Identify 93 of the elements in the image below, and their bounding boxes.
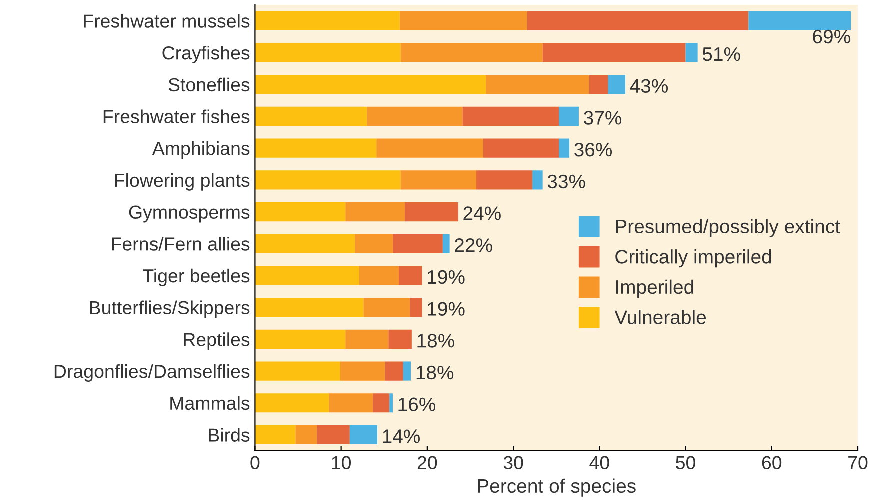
legend-label: Critically imperiled (616, 250, 772, 268)
bar (255, 138, 377, 158)
bar (346, 330, 389, 349)
y-tick-label: Flowering plants (115, 173, 250, 191)
legend-label: Vulnerable (614, 310, 706, 324)
legend-label: Presumed/possibly extinct (616, 219, 840, 238)
bar (255, 170, 401, 190)
bar (346, 202, 406, 222)
x-tick-label: 60 (762, 456, 782, 470)
bar (255, 362, 340, 381)
total-label: 19% (428, 270, 465, 284)
y-tick-label: Amphibians (152, 142, 250, 160)
y-tick-label: Reptiles (184, 332, 250, 350)
total-label: 14% (383, 430, 420, 444)
bar (385, 362, 404, 381)
bar (255, 234, 356, 254)
bar (359, 266, 400, 286)
bar (542, 43, 686, 62)
bar (748, 11, 852, 30)
y-tick-label: Butterflies/Skippers (90, 300, 250, 318)
x-tick-label: 40 (590, 456, 610, 470)
y-tick-label: Freshwater fishes (104, 110, 250, 124)
bar (355, 234, 393, 254)
total-label: 33% (548, 174, 586, 189)
bar (400, 43, 543, 62)
bar (403, 362, 412, 381)
total-label: 19% (428, 302, 465, 316)
bar (405, 202, 458, 222)
bar (367, 106, 463, 126)
x-tick-label: 20 (418, 456, 438, 470)
y-tick-label: Ferns/Fern allies (112, 237, 250, 251)
bar (373, 394, 390, 413)
y-tick-label: Crayfishes (162, 46, 250, 64)
bar (686, 43, 698, 62)
y-tick-label: Dragonflies/Damselflies (54, 364, 250, 382)
bar (399, 266, 422, 286)
bar (483, 138, 560, 158)
y-tick-label: Mammals (170, 396, 250, 410)
bar (255, 298, 364, 318)
y-tick-label: Freshwater mussels (84, 14, 250, 28)
bar (390, 394, 393, 413)
bar (376, 138, 484, 158)
bar (296, 425, 318, 445)
bar (400, 11, 528, 30)
bar (589, 75, 608, 94)
bar (559, 106, 579, 126)
x-tick-label: 50 (676, 456, 696, 470)
bar (329, 394, 374, 413)
bar (340, 362, 386, 381)
y-tick-label: Tiger beetles (143, 268, 250, 286)
x-tick-label: 10 (332, 456, 352, 470)
bar (364, 298, 410, 318)
total-label: 24% (464, 206, 501, 220)
total-label: 51% (702, 48, 740, 62)
bar (255, 106, 368, 126)
bar (255, 266, 360, 286)
total-label: 43% (630, 79, 668, 94)
bar (255, 11, 400, 30)
bar (255, 330, 346, 349)
x-tick-label: 70 (848, 456, 868, 470)
total-label: 36% (574, 142, 612, 157)
total-label: 18% (416, 366, 454, 380)
bar (532, 170, 543, 190)
bar (608, 75, 626, 94)
bar (400, 170, 477, 190)
bar (527, 11, 749, 30)
y-tick-label: Gymnosperms (129, 206, 250, 223)
bar (486, 75, 590, 94)
bar (255, 394, 330, 413)
bar (255, 75, 486, 94)
total-label: 22% (455, 238, 492, 252)
bar (392, 234, 443, 254)
x-tick-label: 30 (504, 456, 524, 470)
bar (255, 43, 401, 62)
y-tick-label: Stoneflies (168, 78, 250, 92)
bar (476, 170, 532, 190)
total-label: 37% (584, 111, 622, 125)
bar (255, 202, 346, 222)
bar (410, 298, 422, 318)
bar (559, 138, 570, 158)
total-label: 69% (813, 30, 850, 44)
total-label: 16% (398, 398, 436, 412)
bar (350, 425, 378, 445)
bar (255, 425, 296, 445)
bar (442, 234, 450, 254)
bar (462, 106, 560, 126)
x-axis-title: Percent of species (478, 478, 636, 497)
total-label: 18% (418, 334, 454, 348)
bar (317, 425, 350, 445)
y-tick-label: Birds (209, 428, 250, 442)
bar (388, 330, 412, 349)
x-tick-label: 0 (250, 456, 260, 470)
legend-label: Imperiled (616, 280, 694, 298)
